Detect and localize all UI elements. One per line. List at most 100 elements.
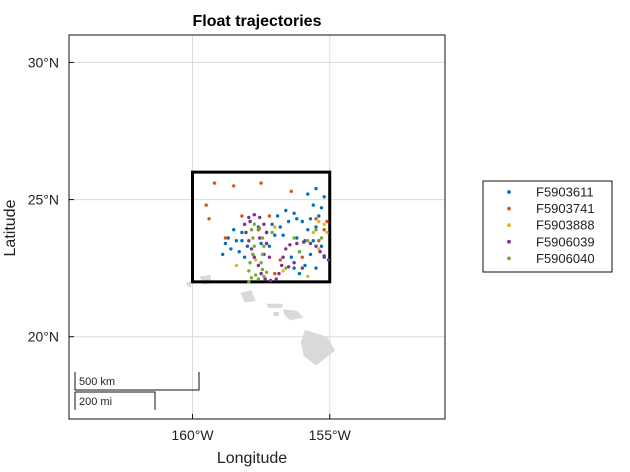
data-point [232, 184, 236, 188]
data-point [278, 258, 282, 262]
legend-label: F5903741 [536, 201, 595, 216]
data-point [308, 241, 313, 246]
scale-bar-mi-label: 200 mi [79, 396, 112, 408]
data-point [306, 239, 310, 243]
data-point [300, 219, 304, 224]
data-point [318, 250, 322, 254]
data-point [256, 277, 261, 281]
data-point [207, 217, 211, 221]
data-point [297, 250, 302, 254]
legend-label: F5903888 [536, 218, 595, 233]
data-point [249, 247, 254, 251]
data-point [221, 252, 225, 257]
data-point [314, 217, 318, 221]
island-landmasses [187, 275, 336, 366]
data-point [314, 225, 318, 229]
data-point [259, 181, 263, 185]
data-point [308, 252, 313, 257]
data-point [260, 252, 265, 257]
data-point [258, 236, 262, 240]
plot-frame [68, 34, 446, 420]
data-point [249, 276, 254, 280]
y-axis-ticks: 20°N 25°N 30°N [28, 54, 74, 345]
data-point [247, 215, 251, 220]
legend-marker [507, 239, 511, 244]
data-point [242, 222, 247, 226]
data-point [244, 230, 248, 235]
data-point [300, 266, 304, 270]
data-point [264, 230, 269, 235]
data-point [275, 214, 280, 218]
data-point [306, 228, 310, 232]
data-point [273, 225, 277, 229]
data-point [259, 241, 263, 246]
data-point [325, 219, 329, 224]
data-point [314, 266, 318, 270]
data-point [311, 239, 315, 243]
data-point [237, 250, 241, 254]
island-lanai [273, 312, 279, 317]
island-oahu [240, 290, 256, 303]
scale-bar-km-line [74, 372, 200, 391]
data-point [258, 226, 262, 231]
legend-item: F5906040 [507, 251, 595, 266]
data-point [242, 255, 247, 259]
data-point [292, 266, 296, 270]
y-tick-label: 25°N [28, 192, 59, 208]
data-point [319, 236, 324, 240]
data-point [251, 252, 255, 257]
data-point [284, 208, 288, 213]
legend-label: F5906040 [536, 251, 595, 266]
data-point [247, 280, 251, 284]
legend-marker [507, 256, 511, 261]
legend-item: F5903611 [507, 185, 594, 200]
data-point [322, 222, 326, 226]
data-point [247, 269, 251, 273]
data-point [262, 274, 266, 279]
data-point [322, 228, 326, 232]
data-point [260, 236, 265, 240]
data-point [277, 271, 281, 276]
data-point [264, 241, 269, 246]
legend-marker [507, 190, 511, 194]
data-point [311, 203, 315, 207]
data-point [303, 263, 307, 268]
data-point [252, 213, 256, 217]
legend-label: F5903611 [536, 185, 594, 200]
legend-item: F5903888 [507, 218, 595, 233]
data-point [317, 214, 321, 218]
island-hawaii [300, 329, 336, 366]
data-point [262, 244, 266, 248]
legend-label: F5906039 [536, 234, 595, 249]
data-point [263, 277, 267, 281]
data-point [295, 236, 299, 240]
data-point [286, 219, 291, 224]
data-point [322, 254, 326, 258]
data-point [288, 243, 292, 247]
data-point [259, 261, 263, 265]
data-point [319, 244, 324, 248]
data-point [306, 274, 310, 279]
data-point [284, 266, 288, 270]
island-molokai [266, 303, 284, 308]
data-point [317, 239, 321, 243]
island-niihau [187, 281, 192, 288]
data-point [289, 189, 293, 193]
series-F5903888 [234, 219, 329, 279]
data-point [317, 219, 321, 224]
data-point [295, 241, 299, 246]
region-box-outline [191, 170, 332, 284]
data-point [274, 277, 278, 281]
x-tick-label: 160°W [171, 427, 214, 443]
data-point [322, 195, 326, 199]
data-point [264, 270, 269, 274]
data-point [267, 244, 272, 248]
data-point [281, 255, 285, 259]
data-point [253, 273, 258, 277]
island-maui [283, 309, 304, 321]
data-point [326, 258, 331, 262]
data-point [256, 263, 261, 268]
legend-item: F5903741 [507, 201, 595, 216]
data-point [289, 255, 293, 259]
scale-bar-mi-line [74, 391, 156, 410]
